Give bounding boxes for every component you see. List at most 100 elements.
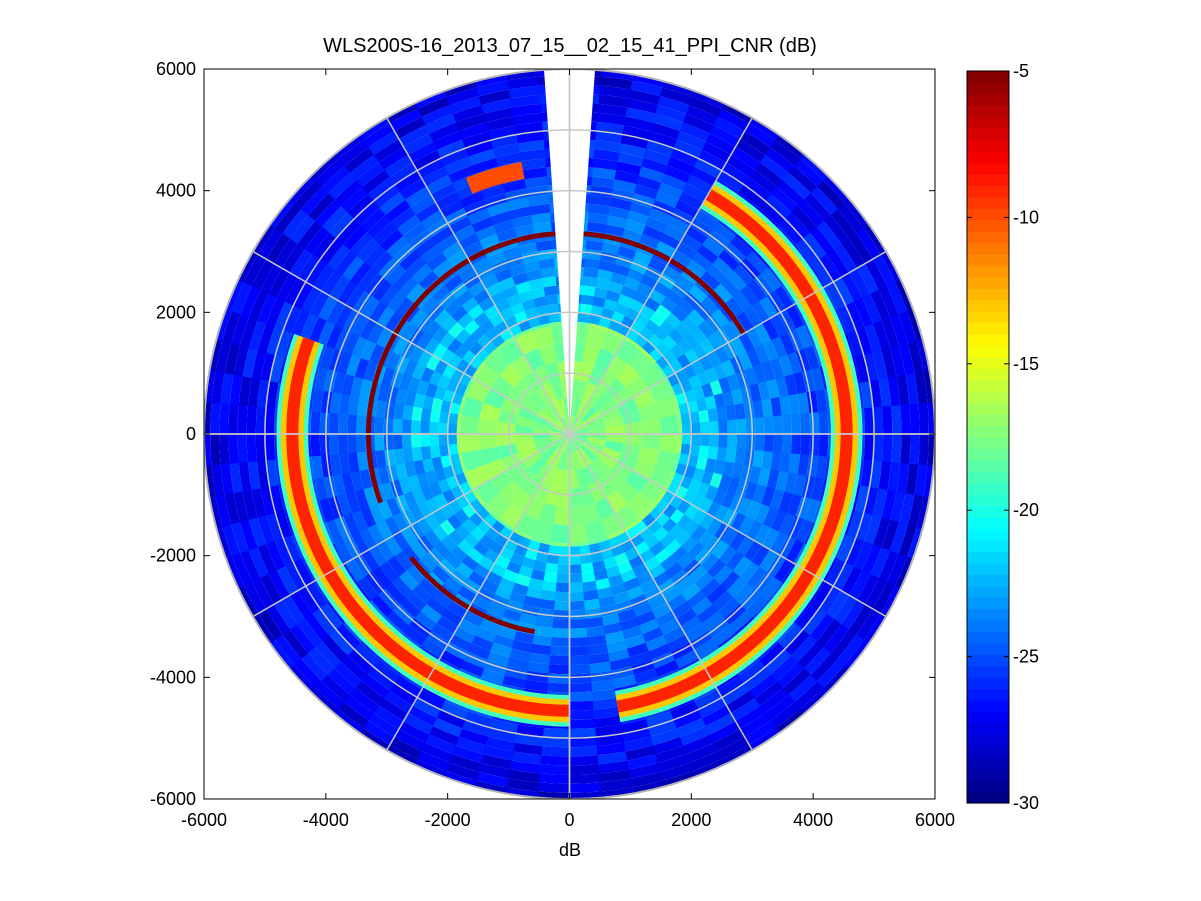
data-cell: [748, 383, 762, 403]
data-cell: [386, 350, 402, 371]
data-cell: [294, 178, 324, 210]
data-cell: [648, 257, 668, 274]
near-field-cell: [601, 406, 622, 422]
data-cell: [642, 225, 665, 242]
data-cell: [474, 626, 497, 643]
data-cell: [314, 639, 342, 669]
radial-spoke: [569, 433, 887, 618]
data-cell: [644, 635, 668, 652]
data-cell: [610, 272, 628, 286]
data-cell: [818, 586, 842, 616]
colorbar-band: [967, 459, 1009, 472]
data-cell: [736, 311, 755, 334]
data-cell: [711, 540, 730, 560]
data-cell: [909, 434, 920, 467]
data-cell: [386, 235, 410, 258]
data-cell: [472, 257, 492, 274]
data-cell: [801, 608, 827, 637]
data-cell: [800, 413, 811, 436]
data-cell: [435, 190, 462, 211]
data-cell: [462, 334, 478, 350]
colorbar-band: [967, 414, 1009, 427]
data-cell: [797, 199, 825, 229]
data-cell: [372, 278, 393, 302]
data-cell: [918, 434, 929, 468]
data-cell: [320, 453, 333, 478]
data-cell: [580, 294, 595, 306]
data-cell: [391, 206, 417, 229]
data-cell: [338, 392, 351, 415]
data-cell: [707, 408, 719, 423]
near-field-cell: [517, 446, 538, 462]
colorbar-band: [967, 768, 1009, 781]
data-cell: [700, 270, 722, 291]
data-cell: [567, 746, 598, 757]
data-cell: [747, 728, 780, 752]
data-cell: [404, 460, 417, 478]
data-cell: [638, 166, 666, 183]
data-cell: [428, 481, 443, 497]
data-cell: [540, 267, 557, 279]
data-cell: [769, 313, 789, 338]
data-cell: [509, 206, 533, 220]
colorbar-band: [967, 128, 1009, 141]
data-cell: [460, 190, 486, 208]
colorbar-band: [967, 265, 1009, 278]
data-cell: [682, 364, 697, 380]
data-cell: [310, 432, 321, 457]
data-cell: [338, 432, 349, 455]
colorbar-band: [967, 276, 1009, 289]
data-cell: [457, 312, 475, 329]
near-field-cell: [655, 449, 678, 472]
data-cell: [486, 601, 506, 617]
data-cell: [794, 603, 820, 631]
data-cell: [629, 201, 653, 218]
data-cell: [728, 531, 747, 552]
y-tick-label: -6000: [150, 789, 196, 809]
data-cell: [880, 519, 900, 553]
data-cell: [347, 432, 358, 454]
data-cell: [676, 552, 695, 570]
data-cell: [381, 366, 396, 386]
data-cell: [409, 539, 428, 560]
data-cell: [631, 74, 666, 88]
data-cell: [650, 122, 682, 141]
data-cell: [881, 434, 893, 464]
data-cell: [488, 125, 519, 141]
data-cell: [699, 338, 716, 356]
data-cell: [584, 616, 604, 629]
data-cell: [281, 242, 307, 273]
colorbar-band: [967, 173, 1009, 186]
data-cell: [704, 314, 723, 334]
data-cell: [547, 664, 570, 675]
near-field-cell: [530, 536, 551, 545]
data-cell: [419, 552, 439, 572]
data-cell: [672, 709, 703, 729]
data-cell: [567, 737, 597, 748]
data-cell: [916, 339, 930, 374]
data-cell: [510, 302, 526, 316]
data-cell: [638, 527, 654, 542]
data-cell: [697, 529, 715, 549]
data-cell: [709, 379, 723, 397]
data-cell: [678, 726, 710, 747]
data-cell: [788, 393, 801, 416]
data-cell: [417, 157, 447, 179]
data-cell: [760, 486, 776, 508]
near-field-cell: [579, 362, 595, 383]
data-cell: [246, 432, 257, 463]
data-cell: [490, 210, 514, 226]
data-cell: [297, 219, 324, 250]
data-cell: [691, 343, 708, 361]
data-cell: [601, 242, 621, 256]
data-cell: [598, 94, 631, 108]
data-cell: [627, 210, 650, 226]
data-cell: [617, 152, 646, 168]
data-cell: [417, 500, 433, 518]
data-cell: [766, 378, 780, 400]
data-cell: [781, 668, 811, 697]
data-cell: [296, 617, 323, 648]
data-cell: [840, 599, 865, 631]
data-cell: [456, 585, 477, 603]
data-cell: [718, 420, 728, 435]
